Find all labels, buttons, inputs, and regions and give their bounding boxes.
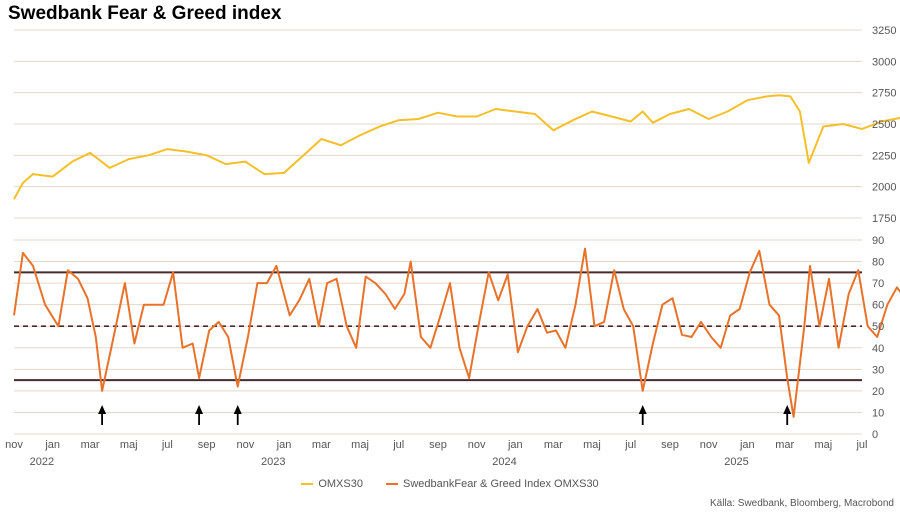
omx-line [13,94,900,200]
bottom-y-tick-label: 0 [872,429,878,441]
bottom-y-tick-label: 20 [872,386,884,398]
top-y-tick-label: 3250 [872,25,896,37]
bottom-y-tick-label: 90 [872,235,884,247]
marker-arrow-head [195,405,204,414]
x-tick-label: maj [583,439,601,451]
marker-arrow-head [98,405,107,414]
x-tick-label: mar [312,439,331,451]
bottom-y-tick-label: 30 [872,364,884,376]
x-tick-label: nov [5,439,23,451]
legend-item-omx: OMXS30 [301,478,363,490]
x-tick-label: sep [429,439,447,451]
marker-arrow-head [233,405,242,414]
x-tick-label: nov [700,439,718,451]
legend-swatch-fear-greed [386,483,399,485]
x-tick-label: nov [236,439,254,451]
x-tick-label: maj [351,439,369,451]
x-tick-label: jan [507,439,523,451]
bottom-marker-arrows [98,405,792,425]
bottom-y-axis-labels: 0 10 20 30 40 50 60 70 80 90 [872,235,884,441]
x-tick-label: maj [814,439,832,451]
x-tick-label: sep [661,439,679,451]
legend-swatch-omx [301,483,314,485]
x-tick-label: sep [198,439,216,451]
x-tick-label: jul [855,439,867,451]
top-y-tick-label: 3000 [872,56,896,68]
omx-series [13,94,900,200]
x-tick-label: jan [276,439,292,451]
top-y-tick-label: 2250 [872,150,896,162]
marker-arrow-head [783,405,792,414]
x-tick-label: jan [44,439,60,451]
bottom-y-tick-label: 70 [872,278,884,290]
x-tick-label: mar [544,439,563,451]
fear-greed-line [13,247,900,418]
chart-title: Swedbank Fear & Greed index [8,3,282,24]
chart-legend: OMXS30 SwedbankFear & Greed Index OMXS30 [0,476,900,490]
top-y-axis-labels: 1750 2000 2250 2500 2750 3000 3250 [872,25,896,225]
x-tick-label: nov [468,439,486,451]
x-year-label: 2024 [492,456,516,468]
top-panel-grid [14,29,862,219]
top-y-tick-label: 2500 [872,119,896,131]
x-tick-label: jan [739,439,755,451]
bottom-y-tick-label: 50 [872,321,884,333]
legend-item-fear-greed: SwedbankFear & Greed Index OMXS30 [386,478,599,490]
x-year-label: 2025 [724,456,748,468]
bottom-y-tick-label: 80 [872,257,884,269]
x-year-label: 2023 [261,456,285,468]
x-tick-label: jul [161,439,173,451]
x-tick-label: mar [81,439,100,451]
legend-label-omx: OMXS30 [318,478,363,490]
bottom-panel-grid [14,239,862,435]
top-y-tick-label: 1750 [872,213,896,225]
bottom-y-tick-label: 10 [872,407,884,419]
bottom-y-tick-label: 40 [872,343,884,355]
source-note: Källa: Swedbank, Bloomberg, Macrobond [710,498,894,509]
top-y-tick-label: 2000 [872,182,896,194]
bottom-y-tick-label: 60 [872,300,884,312]
x-tick-label: jul [392,439,404,451]
x-axis-labels: nov jan mar maj jul sep nov jan mar maj jul sep nov j… [5,439,867,468]
top-y-tick-label: 2750 [872,88,896,100]
x-tick-label: mar [775,439,794,451]
marker-arrow-head [638,405,647,414]
legend-label-fear-greed: SwedbankFear & Greed Index OMXS30 [403,478,599,490]
x-year-label: 2022 [30,456,54,468]
x-tick-label: maj [120,439,138,451]
fg-series [13,247,900,418]
x-tick-label: jul [624,439,636,451]
